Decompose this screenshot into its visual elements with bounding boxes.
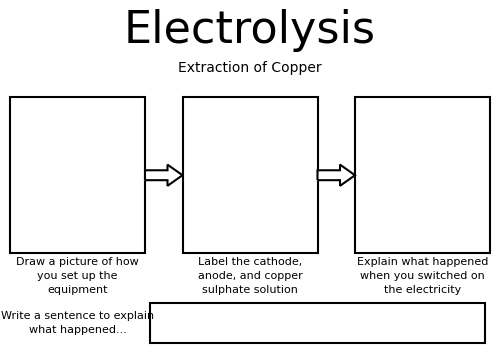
Bar xyxy=(10,97,145,253)
Text: Draw a picture of how
you set up the
equipment: Draw a picture of how you set up the equ… xyxy=(16,257,139,295)
Text: Electrolysis: Electrolysis xyxy=(124,8,376,52)
Polygon shape xyxy=(318,165,355,186)
Bar xyxy=(182,97,318,253)
Text: Explain what happened
when you switched on
the electricity: Explain what happened when you switched … xyxy=(357,257,488,295)
Bar xyxy=(150,303,485,343)
Bar xyxy=(355,97,490,253)
Text: Label the cathode,
anode, and copper
sulphate solution: Label the cathode, anode, and copper sul… xyxy=(198,257,302,295)
Polygon shape xyxy=(145,165,182,186)
Text: Write a sentence to explain
what happened...: Write a sentence to explain what happene… xyxy=(1,311,154,335)
Text: Extraction of Copper: Extraction of Copper xyxy=(178,61,322,75)
